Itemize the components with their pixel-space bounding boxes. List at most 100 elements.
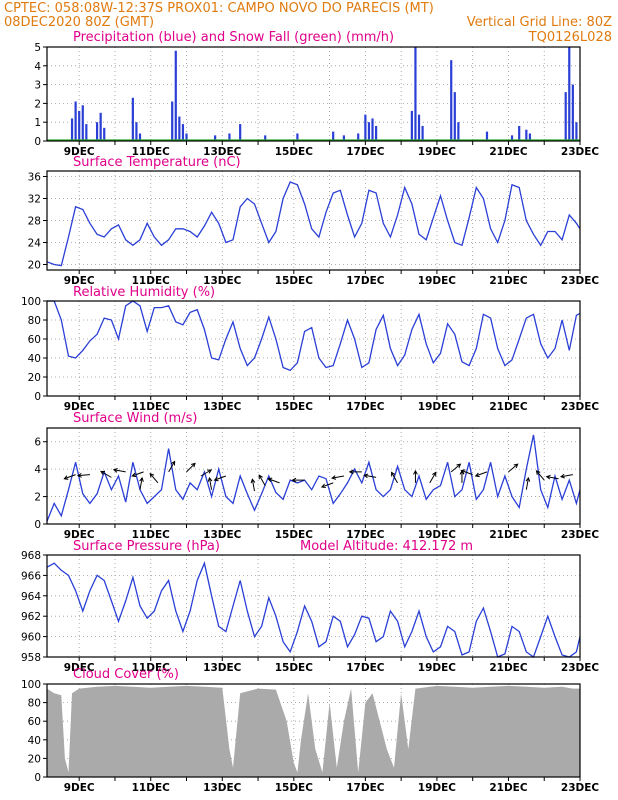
x-tick-label: 23DEC bbox=[561, 529, 600, 541]
wind-arrow bbox=[258, 474, 266, 486]
wind-arrow-head bbox=[63, 475, 69, 480]
precip-bar bbox=[453, 92, 456, 141]
wind-arrow bbox=[332, 475, 344, 479]
precip-bar bbox=[264, 135, 267, 141]
x-tick-label: 17DEC bbox=[346, 275, 385, 287]
precip-bar bbox=[357, 133, 360, 141]
y-tick-label: 958 bbox=[21, 652, 41, 664]
wind-line bbox=[46, 434, 581, 522]
wind-arrow-head bbox=[149, 472, 155, 478]
precip-bar bbox=[296, 133, 299, 141]
y-tick-label: 20 bbox=[28, 260, 41, 272]
wind-arrow-head bbox=[258, 474, 263, 480]
wind-arrow-head bbox=[432, 471, 437, 477]
y-tick-label: 962 bbox=[21, 611, 41, 623]
precip-bar bbox=[81, 105, 84, 141]
wind-arrow-head bbox=[456, 463, 462, 469]
wind-arrow-head bbox=[363, 473, 369, 479]
cloud-frame bbox=[46, 683, 581, 778]
x-tick-label: 13DEC bbox=[203, 782, 242, 794]
wind-arrow-head bbox=[391, 471, 396, 477]
y-tick-label: 60 bbox=[28, 334, 41, 346]
precip-bar bbox=[95, 122, 99, 141]
wind-arrow bbox=[139, 477, 143, 490]
wind-arrow-head bbox=[560, 473, 565, 479]
precip-frame bbox=[46, 46, 581, 142]
x-tick-label: 21DEC bbox=[489, 275, 528, 287]
wind-arrow-head bbox=[207, 476, 213, 482]
x-tick-label: 21DEC bbox=[489, 401, 528, 413]
wind-arrow-head bbox=[100, 470, 106, 476]
wind-arrow bbox=[450, 463, 461, 473]
x-tick-label: 17DEC bbox=[346, 146, 385, 158]
y-tick-label: 2 bbox=[34, 98, 41, 110]
rh-title: Relative Humidity (%) bbox=[73, 285, 215, 300]
precip-bar bbox=[450, 60, 453, 141]
wind-title: Surface Wind (m/s) bbox=[73, 411, 197, 426]
wind-arrow-head bbox=[535, 470, 541, 475]
pressure-line bbox=[46, 561, 581, 659]
y-tick-label: 40 bbox=[28, 353, 41, 365]
precip-bar bbox=[575, 122, 578, 141]
y-tick-label: 100 bbox=[21, 679, 41, 691]
x-tick-label: 9DEC bbox=[64, 529, 95, 541]
cloud-title: Cloud Cover (%) bbox=[73, 667, 179, 682]
y-tick-label: 6 bbox=[34, 437, 41, 449]
precip-bar bbox=[510, 135, 514, 141]
rh-line bbox=[47, 300, 581, 372]
precip-bar bbox=[78, 110, 81, 141]
precip-bar bbox=[131, 97, 134, 141]
x-tick-label: 17DEC bbox=[346, 529, 385, 541]
temp-title: Surface Temperature (nC) bbox=[73, 155, 241, 170]
y-tick-label: 80 bbox=[28, 698, 41, 710]
y-tick-label: 40 bbox=[28, 735, 41, 747]
wind-arrow-head bbox=[267, 477, 273, 483]
pressure-frame bbox=[46, 554, 581, 658]
x-tick-label: 21DEC bbox=[489, 529, 528, 541]
x-tick-label: 11DEC bbox=[132, 275, 171, 287]
wind-arrow bbox=[321, 482, 334, 488]
wind-panel: Surface Wind (m/s) 0 2 4 6 9DEC 11DEC 13DEC 15DE… bbox=[34, 411, 599, 541]
precip-bar bbox=[525, 129, 528, 141]
rh-frame bbox=[46, 300, 581, 397]
precip-bar bbox=[181, 124, 185, 141]
wind-arrow bbox=[364, 474, 377, 478]
precip-bar bbox=[228, 133, 231, 141]
wind-arrow bbox=[525, 477, 529, 490]
precip-bar bbox=[185, 133, 188, 141]
x-tick-label: 23DEC bbox=[561, 146, 600, 158]
precip-bar bbox=[564, 92, 567, 141]
wind-arrow-head bbox=[191, 462, 196, 468]
y-tick-label: 0 bbox=[34, 772, 41, 784]
y-tick-label: 966 bbox=[21, 570, 41, 582]
x-tick-label: 13DEC bbox=[203, 146, 242, 158]
wind-arrow-head bbox=[207, 469, 213, 474]
wind-arrow bbox=[113, 469, 126, 473]
wind-arrow-head bbox=[348, 469, 354, 475]
precip-bar bbox=[85, 124, 88, 141]
wind-arrow bbox=[429, 472, 437, 484]
wind-arrow bbox=[560, 474, 573, 478]
wind-arrow bbox=[546, 476, 559, 480]
precip-bar bbox=[485, 131, 489, 141]
wind-arrow bbox=[149, 473, 159, 484]
x-tick-label: 19DEC bbox=[418, 662, 457, 674]
wind-arrow-head bbox=[474, 472, 480, 478]
wind-arrow-head bbox=[250, 478, 256, 484]
precip-bar bbox=[70, 118, 74, 141]
rh-panel: Relative Humidity (%) 0 20 40 60 80 100 9DEC 11D… bbox=[21, 285, 599, 413]
precip-bar bbox=[367, 122, 371, 141]
precip-bar bbox=[410, 110, 413, 141]
wind-arrow-head bbox=[170, 460, 176, 466]
precip-bar bbox=[214, 135, 217, 141]
y-tick-label: 2 bbox=[34, 492, 41, 504]
x-tick-label: 17DEC bbox=[346, 782, 385, 794]
wind-arrow-head bbox=[545, 474, 551, 480]
y-tick-label: 60 bbox=[28, 716, 41, 728]
x-tick-label: 9DEC bbox=[64, 275, 95, 287]
precip-panel: Precipitation (blue) and Snow Fall (gree… bbox=[34, 30, 599, 158]
precip-bar bbox=[74, 101, 77, 141]
x-tick-label: 15DEC bbox=[275, 662, 314, 674]
x-tick-label: 11DEC bbox=[132, 662, 171, 674]
